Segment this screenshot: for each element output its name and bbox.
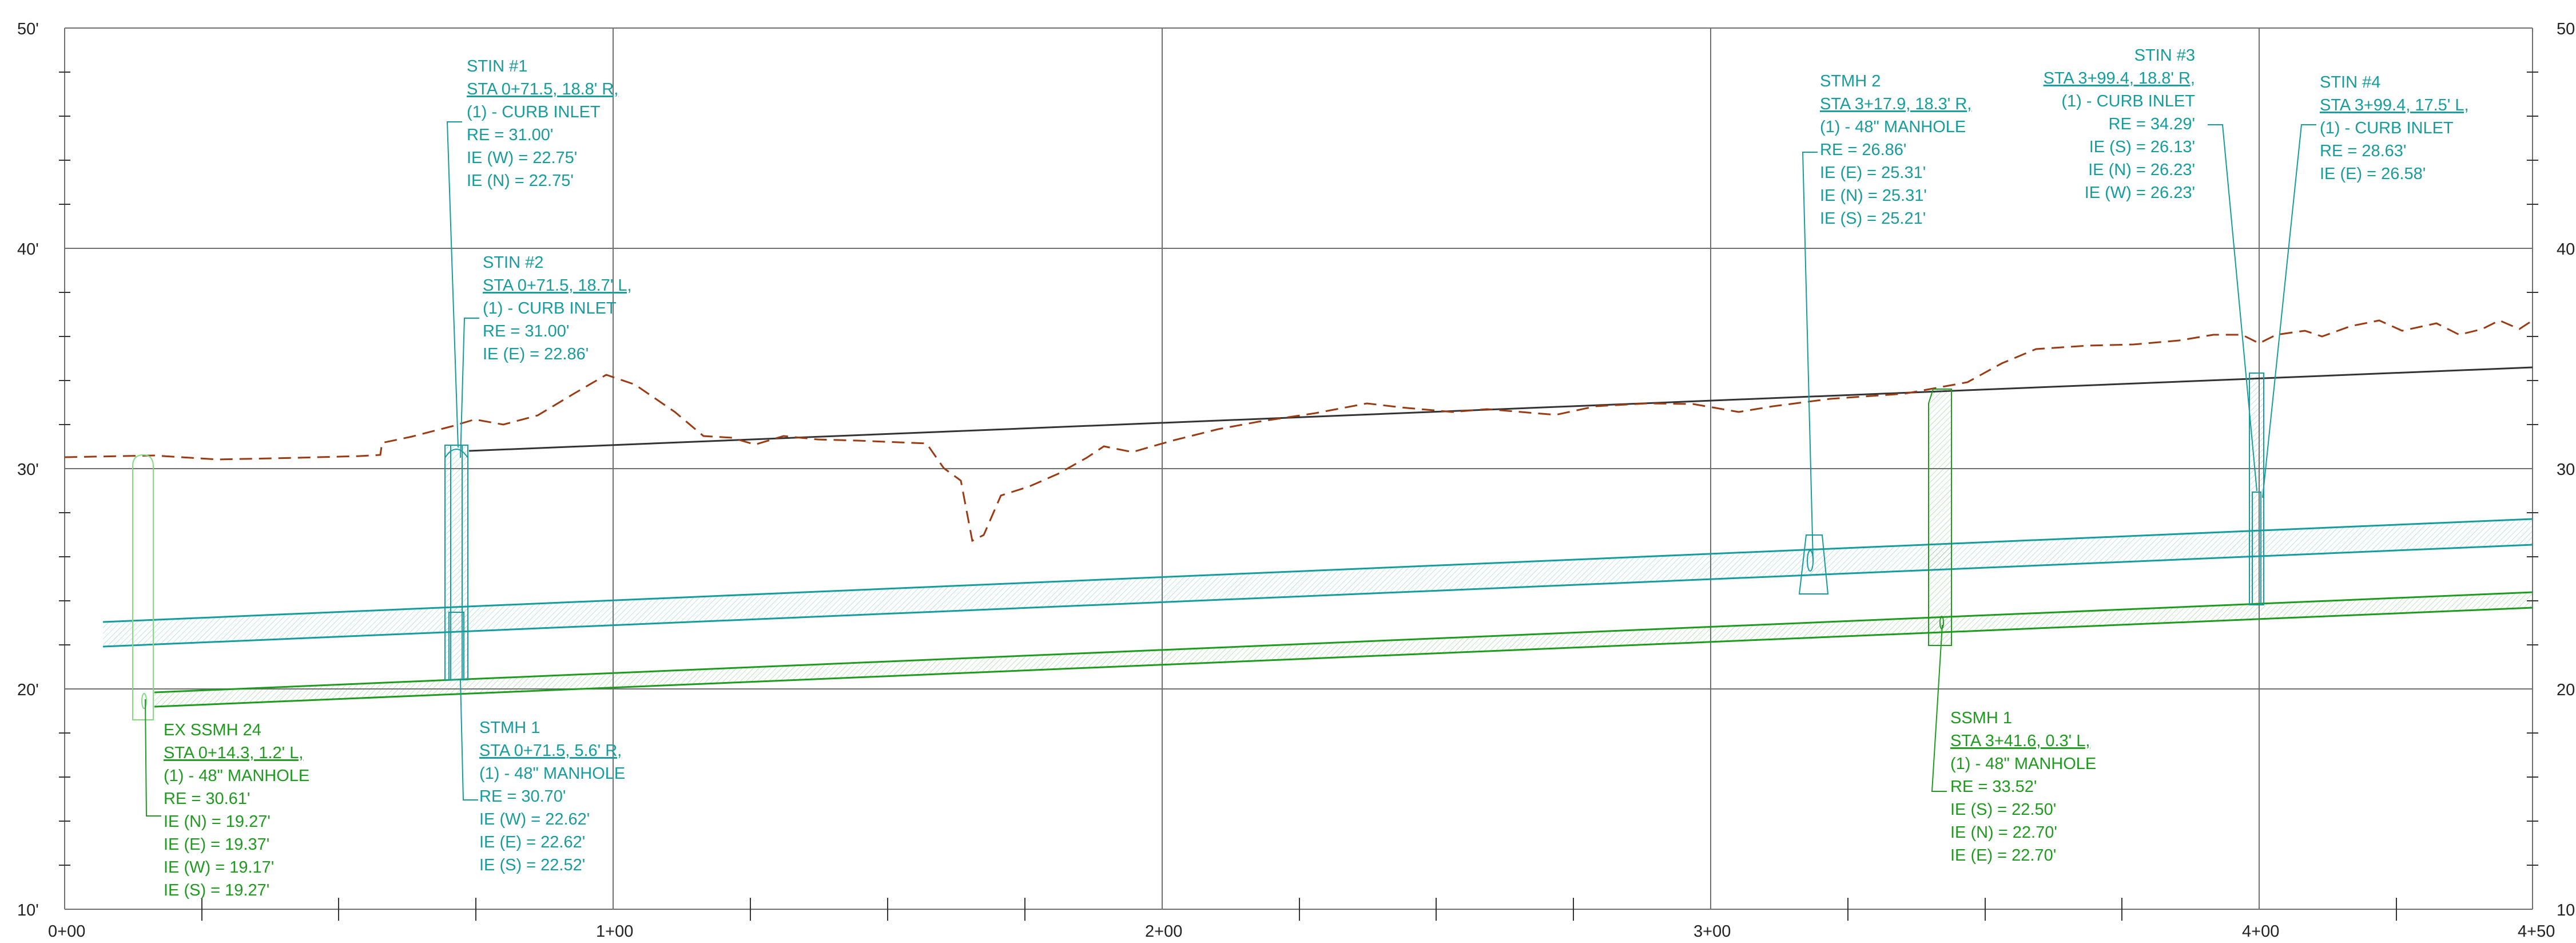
y-tick-label: 20: [2557, 681, 2575, 699]
callout-line: (1) - 48" MANHOLE: [1950, 755, 2096, 773]
callout-line: RE = 31.00': [483, 322, 569, 340]
storm-pipe: [102, 518, 2533, 648]
callout-line: RE = 28.63': [2320, 142, 2406, 160]
callout-line: IE (W) = 26.23': [2085, 184, 2195, 202]
callout-line: IE (N) = 22.75': [467, 172, 574, 190]
callout-station: STA 0+71.5, 18.8' R,: [467, 80, 618, 98]
callout-line: IE (S) = 26.13': [2089, 138, 2195, 156]
callout-line: IE (N) = 26.23': [2088, 161, 2195, 179]
callout-line: IE (E) = 22.70': [1950, 846, 2056, 865]
callout-stin-4: STIN #4 STA 3+99.4, 17.5' L, (1) - CURB …: [2320, 73, 2469, 183]
callout-leaders: [145, 121, 2316, 817]
existing-ground-line: [64, 319, 2533, 542]
callout-line: IE (S) = 22.50': [1950, 801, 2056, 819]
callout-line: IE (N) = 22.70': [1950, 823, 2057, 842]
callout-line: IE (W) = 19.17': [164, 858, 274, 877]
callout-line: (1) - 48" MANHOLE: [164, 767, 309, 785]
x-tick-label: 4+00: [2242, 922, 2279, 941]
callout-station: STA 0+14.3, 1.2' L,: [164, 744, 303, 762]
x-tick-label: 2+00: [1145, 922, 1182, 941]
callout-station: STA 3+99.4, 17.5' L,: [2320, 96, 2469, 114]
y-tick-label: 50': [17, 20, 39, 38]
callout-station: STA 3+99.4, 18.8' R,: [2044, 69, 2195, 88]
callout-line: IE (W) = 22.62': [479, 810, 590, 829]
callout-line: IE (E) = 25.31': [1820, 164, 1926, 182]
callout-line: (1) - 48" MANHOLE: [479, 764, 625, 783]
callout-stmh-1: STMH 1 STA 0+71.5, 5.6' R, (1) - 48" MAN…: [479, 719, 625, 874]
callout-line: RE = 31.00': [467, 126, 553, 144]
callout-line: (1) - 48" MANHOLE: [1820, 118, 1966, 136]
y-tick-label: 30': [17, 461, 39, 479]
proposed-grade-line: [468, 366, 2533, 452]
callout-line: RE = 33.52': [1950, 778, 2037, 796]
callout-station: STA 3+17.9, 18.3' R,: [1820, 95, 1971, 113]
callout-title: STIN #1: [467, 57, 527, 76]
y-axis-left-labels: 10' 20' 30' 40' 50': [17, 20, 39, 920]
callout-line: RE = 34.29': [2109, 115, 2195, 133]
callout-stin-2: STIN #2 STA 0+71.5, 18.7' L, (1) - CURB …: [483, 253, 632, 363]
y-tick-label: 40: [2557, 240, 2575, 259]
callout-line: IE (N) = 25.31': [1820, 187, 1927, 205]
callout-title: EX SSMH 24: [164, 721, 261, 739]
x-axis-labels: 0+00 1+00 2+00 3+00 4+00 4+50: [48, 922, 2555, 941]
stmh-1-structure: [444, 445, 468, 680]
callout-station: STA 0+71.5, 5.6' R,: [479, 742, 622, 760]
callout-line: IE (N) = 19.27': [164, 813, 271, 831]
callout-line: IE (S) = 19.27': [164, 881, 269, 900]
callout-line: IE (E) = 22.86': [483, 345, 589, 363]
y-tick-label: 10': [17, 901, 39, 920]
callout-title: STMH 1: [479, 719, 540, 737]
callout-line: (1) - CURB INLET: [2061, 92, 2195, 110]
callout-title: STIN #3: [2134, 46, 2195, 65]
x-tick-label: 3+00: [1694, 922, 1731, 941]
callout-station: STA 0+71.5, 18.7' L,: [483, 276, 632, 295]
callout-line: IE (E) = 19.37': [164, 835, 269, 854]
callout-ex-ssmh-24: EX SSMH 24 STA 0+14.3, 1.2' L, (1) - 48"…: [164, 721, 309, 900]
callout-stin-1: STIN #1 STA 0+71.5, 18.8' R, (1) - CURB …: [467, 57, 618, 190]
callout-line: RE = 30.70': [479, 787, 566, 806]
callout-line: IE (E) = 22.62': [479, 833, 585, 851]
callout-line: (1) - CURB INLET: [2320, 119, 2454, 137]
callout-line: IE (S) = 22.52': [479, 856, 585, 874]
callout-line: (1) - CURB INLET: [483, 299, 617, 318]
ssmh-1-structure: [1928, 389, 1952, 646]
callout-station: STA 3+41.6, 0.3' L,: [1950, 732, 2090, 750]
y-tick-label: 40': [17, 240, 39, 259]
x-tick-label: 0+00: [48, 922, 85, 941]
y-tick-label: 50: [2557, 20, 2575, 38]
x-tick-label: 1+00: [596, 922, 633, 941]
callout-line: (1) - CURB INLET: [467, 103, 601, 121]
callout-line: RE = 30.61': [164, 790, 250, 808]
ex-ssmh-24-structure: [132, 454, 154, 720]
y-tick-label: 30: [2557, 461, 2575, 479]
callout-ssmh-1: SSMH 1 STA 3+41.6, 0.3' L, (1) - 48" MAN…: [1950, 709, 2096, 865]
y-axis-right-labels: 10 20 30 40 50: [2557, 20, 2575, 920]
callout-stmh-2: STMH 2 STA 3+17.9, 18.3' R, (1) - 48" MA…: [1820, 72, 1971, 228]
callout-title: STMH 2: [1820, 72, 1881, 90]
y-tick-label: 10: [2557, 901, 2575, 920]
x-tick-label: 4+50: [2518, 922, 2555, 941]
callout-title: SSMH 1: [1950, 709, 2012, 727]
callout-title: STIN #4: [2320, 73, 2380, 92]
callout-line: IE (E) = 26.58': [2320, 165, 2426, 183]
callout-title: STIN #2: [483, 253, 543, 272]
callout-line: IE (W) = 22.75': [467, 149, 577, 167]
callout-line: RE = 26.86': [1820, 141, 1906, 159]
callout-line: IE (S) = 25.21': [1820, 209, 1926, 228]
axis-ticks: [59, 72, 2538, 921]
callout-stin-3: STIN #3 STA 3+99.4, 18.8' R, (1) - CURB …: [2044, 46, 2196, 202]
y-tick-label: 20': [17, 681, 39, 699]
